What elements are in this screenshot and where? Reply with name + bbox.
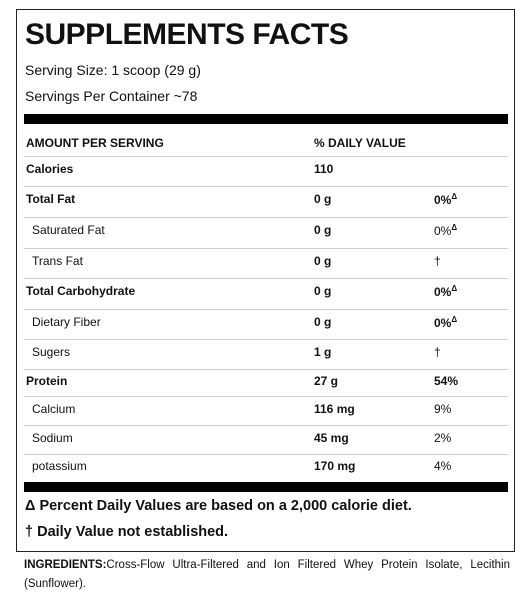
delta-mark: Δ: [451, 284, 458, 293]
nutrient-amount: 170 mg: [314, 459, 356, 473]
nutrient-name: Trans Fat: [32, 254, 83, 268]
daily-value-percent: 2%: [434, 431, 452, 445]
daily-value-percent: 0%: [434, 193, 452, 207]
delta-mark: Δ: [451, 315, 458, 324]
nutrient-amount: 116 mg: [314, 402, 355, 416]
delta-mark: Δ: [451, 223, 458, 232]
nutrient-name: Sugers: [32, 345, 71, 359]
row-divider: [24, 396, 508, 397]
nutrient-daily-value: 2%: [434, 431, 451, 445]
panel-title: SUPPLEMENTS FACTS: [25, 18, 349, 51]
nutrient-daily-value: 0%Δ: [434, 284, 457, 299]
row-divider: [24, 248, 508, 249]
nutrient-daily-value: 0%Δ: [434, 223, 457, 238]
nutrient-name: Saturated Fat: [32, 223, 105, 237]
serving-size: Serving Size: 1 scoop (29 g): [25, 62, 201, 78]
nutrient-name: Protein: [26, 374, 68, 388]
row-divider: [24, 217, 508, 218]
ingredients-text: Cross-Flow Ultra-Filtered and Ion Filter…: [24, 559, 510, 590]
nutrient-daily-value: 9%: [434, 402, 451, 416]
amount-per-serving-header: AMOUNT PER SERVING: [26, 136, 164, 150]
nutrient-amount: 0 g: [314, 254, 332, 268]
daily-value-percent: †: [434, 254, 441, 268]
delta-mark: Δ: [451, 192, 458, 201]
supplement-facts-panel: SUPPLEMENTS FACTS Serving Size: 1 scoop …: [16, 9, 515, 552]
nutrient-name: Total Carbohydrate: [26, 284, 136, 298]
daily-value-header: % DAILY VALUE: [314, 136, 406, 150]
nutrient-daily-value: 0%Δ: [434, 315, 457, 330]
ingredients-statement: INGREDIENTS:Cross-Flow Ultra-Filtered an…: [24, 556, 510, 594]
nutrient-name: Calcium: [32, 402, 76, 416]
row-divider: [24, 454, 508, 455]
servings-per-container: Servings Per Container ~78: [25, 88, 198, 104]
row-divider: [24, 278, 508, 279]
nutrient-daily-value: 0%Δ: [434, 192, 457, 207]
nutrient-name: Calories: [26, 162, 74, 176]
row-divider: [24, 309, 508, 310]
nutrient-amount: 0 g: [314, 192, 332, 206]
nutrient-name: Dietary Fiber: [32, 315, 101, 329]
row-divider: [24, 156, 508, 157]
row-divider: [24, 339, 508, 340]
bottom-thick-bar: [24, 482, 508, 492]
ingredients-label: INGREDIENTS:: [24, 559, 107, 571]
daily-value-percent: 0%: [434, 285, 452, 299]
footnote-delta: Δ Percent Daily Values are based on a 2,…: [25, 498, 412, 514]
footnote-dagger: † Daily Value not established.: [25, 524, 229, 540]
row-divider: [24, 186, 508, 187]
nutrient-name: Total Fat: [26, 192, 76, 206]
nutrient-daily-value: 54%: [434, 374, 458, 388]
daily-value-percent: 54%: [434, 374, 459, 388]
daily-value-percent: 4%: [434, 459, 452, 473]
nutrient-amount: 110: [314, 162, 334, 176]
daily-value-percent: 0%: [434, 316, 452, 330]
nutrient-amount: 0 g: [314, 284, 332, 298]
nutrient-daily-value: †: [434, 254, 441, 268]
nutrient-name: potassium: [32, 459, 87, 473]
daily-value-percent: 0%: [434, 224, 452, 238]
nutrient-amount: 1 g: [314, 345, 332, 359]
nutrient-amount: 0 g: [314, 315, 332, 329]
nutrient-name: Sodium: [32, 431, 73, 445]
row-divider: [24, 425, 508, 426]
nutrient-daily-value: 4%: [434, 459, 451, 473]
top-thick-bar: [24, 114, 508, 124]
nutrient-daily-value: †: [434, 345, 441, 359]
nutrient-amount: 0 g: [314, 223, 332, 237]
row-divider: [24, 369, 508, 370]
nutrient-amount: 27 g: [314, 374, 339, 388]
nutrient-amount: 45 mg: [314, 431, 349, 445]
daily-value-percent: 9%: [434, 402, 452, 416]
daily-value-percent: †: [434, 345, 441, 359]
